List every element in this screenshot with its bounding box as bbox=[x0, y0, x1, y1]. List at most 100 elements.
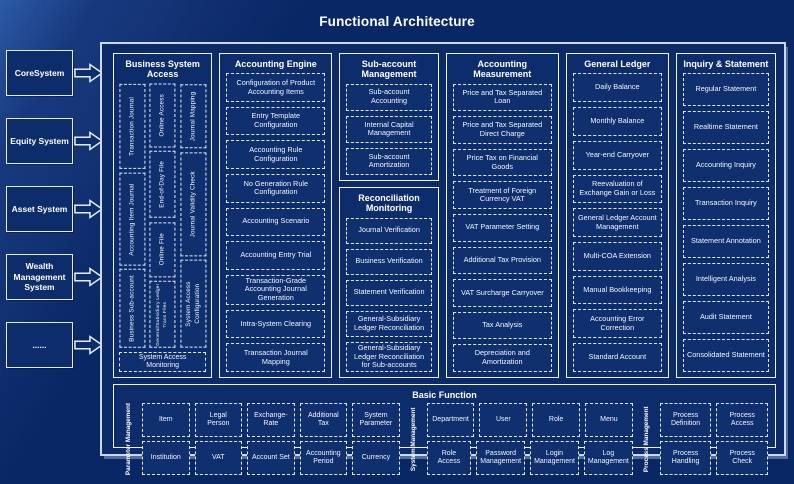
module-item: General-Subsidiary Ledger Reconciliation… bbox=[346, 341, 432, 372]
module-item: Accounting Entry Trial bbox=[226, 241, 326, 270]
module-item: Configuration of Product Accounting Item… bbox=[226, 73, 326, 102]
module-item: Tax Analysis bbox=[452, 311, 552, 340]
module-item-system-access-monitoring: System Access Monitoring bbox=[119, 352, 207, 372]
system-box-asset: Asset System bbox=[6, 186, 73, 232]
panel-business-system-access: Business System Access Transaction Journ… bbox=[113, 53, 213, 378]
module-item: Accounting Error Correction bbox=[572, 309, 662, 339]
module-item: Price and Tax Separated Loan bbox=[452, 83, 552, 112]
module-item: Depreciation and Amortization bbox=[452, 344, 552, 373]
panel-title: Basic Function bbox=[412, 390, 477, 400]
basic-item: Log Management bbox=[583, 441, 633, 476]
panel-title: Accounting Measurement bbox=[473, 59, 532, 80]
source-systems-sidebar: CoreSystem Equity System Asset System We… bbox=[6, 50, 104, 368]
module-item: Sub-account Amortization bbox=[346, 147, 432, 176]
module-item-list: Journal Verification Business Verificatio… bbox=[344, 217, 433, 372]
group-label-parameter-management: Parameter Management bbox=[124, 403, 132, 476]
panel-general-ledger: General Ledger Daily Balance Monthly Bala… bbox=[565, 53, 669, 378]
module-item-list: Configuration of Product Accounting Item… bbox=[224, 72, 327, 372]
panel-basic-function: Basic Function Parameter Management Item… bbox=[113, 384, 776, 476]
basic-item: Role bbox=[532, 403, 580, 438]
bsa-file-stack: Online Access End-of-Day File Online Fil… bbox=[149, 83, 176, 349]
arrow-right-icon bbox=[74, 63, 104, 83]
module-columns: Business System Access Transaction Journ… bbox=[113, 53, 776, 378]
module-item: Online File bbox=[149, 221, 176, 278]
module-item: VAT Surcharge Carryover bbox=[452, 279, 552, 307]
module-item: Internal Capital Management bbox=[346, 115, 432, 143]
module-item: General/Subsidiary Ledger Trans Files bbox=[149, 281, 176, 349]
panel-accounting-engine: Accounting Engine Configuration of Produ… bbox=[219, 53, 333, 378]
basic-item: Legal Person bbox=[194, 403, 243, 438]
basic-item: Currency bbox=[352, 441, 400, 476]
module-item: Journal Validity Check bbox=[179, 151, 207, 257]
basic-function-body: Parameter Management Item Legal Person Exc… bbox=[118, 403, 771, 476]
module-item: System Access Configuration bbox=[179, 260, 207, 348]
module-item-list: Sub-account Accounting Internal Capital M… bbox=[344, 83, 433, 176]
module-item: Business Sub-account bbox=[119, 269, 146, 348]
panel-title: Inquiry & Statement bbox=[683, 59, 769, 69]
module-item-list: Regular Statement Realtime Statement Accou… bbox=[681, 72, 771, 372]
module-item: Standard Account bbox=[572, 343, 662, 372]
module-item: Year-end Carryover bbox=[572, 140, 662, 170]
group-label-process-management: Process Management bbox=[642, 406, 650, 473]
module-item: Journal Verification bbox=[346, 217, 432, 244]
module-item: Daily Balance bbox=[572, 73, 662, 103]
module-item: Manual Bookkeeping bbox=[572, 275, 662, 305]
basic-item: Role Access bbox=[426, 441, 472, 476]
module-item: End-of-Day File bbox=[149, 151, 176, 218]
basic-item: Password Management bbox=[476, 441, 526, 476]
basic-item-row: Process Handling Process Check bbox=[659, 441, 768, 476]
panel-sub-account-management: Sub-account Management Sub-account Accou… bbox=[339, 53, 439, 181]
module-item: Multi-COA Extension bbox=[572, 242, 662, 271]
bsa-config-stack: Journal Mapping Journal Validity Check S… bbox=[179, 83, 207, 348]
source-system-row: ...... bbox=[6, 322, 104, 368]
basic-item: Additional Tax bbox=[299, 403, 348, 438]
module-item: Accounting Inquiry bbox=[682, 149, 769, 183]
page-title: Functional Architecture bbox=[319, 14, 475, 29]
basic-item-row: Item Legal Person Exchange-Rate Additional … bbox=[142, 403, 400, 438]
module-item: Transaction-Grade Accounting Journal Gen… bbox=[226, 274, 326, 305]
module-item: Statement Verification bbox=[346, 279, 432, 306]
module-item: Realtime Statement bbox=[682, 111, 769, 145]
bsa-body: Transaction Journal Accounting Item Jour… bbox=[118, 83, 207, 349]
basic-item: Login Management bbox=[530, 441, 579, 476]
basic-item: User bbox=[479, 403, 528, 438]
arrow-right-icon bbox=[74, 335, 104, 355]
panel-title: General Ledger bbox=[584, 59, 651, 69]
basic-item-row: Department User Role Menu bbox=[426, 403, 633, 438]
module-item: VAT Parameter Setting bbox=[452, 214, 552, 242]
module-item-list: Price and Tax Separated Loan Price and Ta… bbox=[451, 83, 554, 373]
module-item: Transaction Journal bbox=[119, 83, 146, 169]
basic-item: Item bbox=[142, 403, 190, 438]
module-item: Intra-System Clearing bbox=[226, 309, 326, 339]
module-item: Regular Statement bbox=[682, 73, 769, 107]
basic-item: Process Handling bbox=[659, 441, 712, 476]
source-system-row: Equity System bbox=[6, 118, 104, 164]
basic-item-row: Role Access Password Management Login Mana… bbox=[426, 441, 633, 476]
module-item: Accounting Item Journal bbox=[119, 172, 146, 266]
main-architecture-panel: Business System Access Transaction Journ… bbox=[100, 42, 786, 476]
group-parameter-management: Item Legal Person Exchange-Rate Additional … bbox=[142, 403, 400, 476]
arrow-right-icon bbox=[74, 267, 104, 287]
group-process-management: Process Definition Process Access Process… bbox=[659, 403, 768, 476]
module-item: Price and Tax Separated Direct Charge bbox=[452, 116, 552, 144]
module-item: Audit Statement bbox=[682, 301, 769, 335]
module-item: Consolidated Statement bbox=[682, 339, 769, 372]
basic-item: Institution bbox=[142, 441, 190, 476]
panel-reconciliation-monitoring: Reconciliation Monitoring Journal Verifi… bbox=[339, 187, 439, 378]
basic-item: Account Set bbox=[247, 441, 295, 476]
module-item: Accounting Scenario bbox=[226, 207, 326, 237]
system-box-equity: Equity System bbox=[6, 118, 73, 164]
source-system-row: CoreSystem bbox=[6, 50, 104, 96]
basic-item: Menu bbox=[585, 403, 633, 438]
panel-accounting-measurement: Accounting Measurement Price and Tax Sep… bbox=[445, 53, 559, 378]
module-item: General Ledger Account Management bbox=[572, 208, 662, 238]
module-item: Price Tax on Financial Goods bbox=[452, 148, 552, 177]
module-item: Treatment of Foreign Currency VAT bbox=[452, 181, 552, 210]
bsa-journal-stack: Transaction Journal Accounting Item Jour… bbox=[119, 83, 146, 348]
module-item: Accounting Rule Configuration bbox=[226, 140, 326, 169]
basic-item: Process Definition bbox=[659, 403, 712, 438]
basic-item: Exchange-Rate bbox=[247, 403, 295, 438]
module-item: Additional Tax Provision bbox=[452, 246, 552, 275]
panel-title: Reconciliation Monitoring bbox=[358, 193, 420, 214]
module-item: Intelligent Analysis bbox=[682, 263, 769, 297]
